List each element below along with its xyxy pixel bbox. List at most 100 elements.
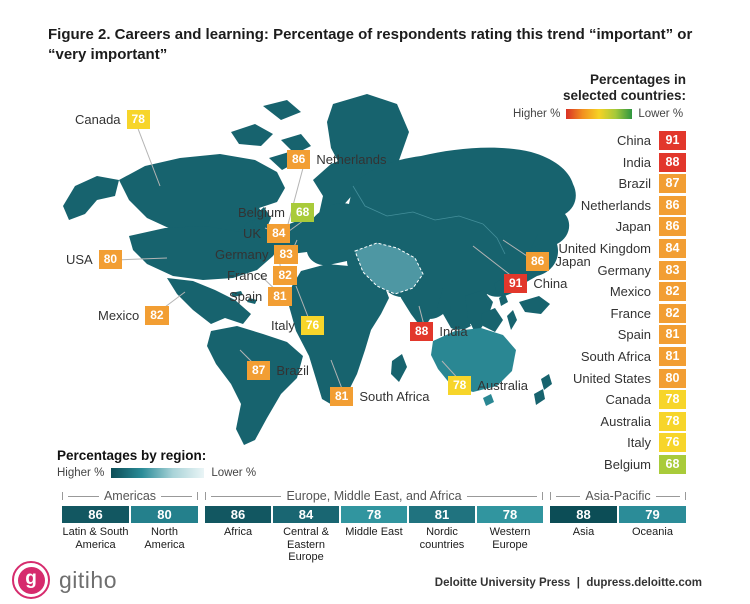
map-country-name: South Africa xyxy=(359,389,430,404)
map-value-badge: 88 xyxy=(410,322,434,341)
map-value-badge: 86 xyxy=(287,150,311,169)
country-row-belgium: Belgium 68 xyxy=(540,454,686,474)
map-country-name: India xyxy=(439,324,468,339)
country-legend-heading-line1: Percentages in xyxy=(589,72,686,87)
map-label-uk: UK 84 xyxy=(243,224,291,243)
map-country-name: Japan xyxy=(555,254,591,269)
region-bar-central-eastern-europe: 84 xyxy=(273,506,339,523)
country-value-badge: 81 xyxy=(659,325,686,345)
map-label-japan: 86 Japan xyxy=(526,252,591,271)
map-country-name: Canada xyxy=(75,112,121,127)
map-country-name: Belgium xyxy=(238,205,285,220)
bracket-tick-left xyxy=(550,492,551,500)
source-attribution: Deloitte University Press | dupress.delo… xyxy=(434,577,702,589)
country-value-badge: 76 xyxy=(659,433,686,453)
bracket-line-right xyxy=(466,495,538,497)
country-name: India xyxy=(622,154,651,170)
map-label-france: France 82 xyxy=(227,266,297,285)
country-name: Australia xyxy=(600,413,651,429)
region-captions: Latin & South America North America xyxy=(62,526,198,551)
map-label-usa: USA 80 xyxy=(66,250,123,269)
bracket-line-right xyxy=(655,495,681,497)
map-value-badge: 78 xyxy=(448,376,472,395)
map-label-china: 91 China xyxy=(504,274,567,293)
bracket-tick-right xyxy=(197,492,198,500)
bracket-line-right xyxy=(161,495,192,497)
country-row-united-kingdom: United Kingdom 84 xyxy=(540,238,686,258)
country-scale-gradient-bar xyxy=(566,109,633,119)
region-bar-western-europe: 78 xyxy=(477,506,543,523)
brand-logo: g gitiho xyxy=(12,561,117,599)
map-country-name: Australia xyxy=(477,378,528,393)
map-country-name: Mexico xyxy=(98,308,140,323)
region-group-label: Asia-Pacific xyxy=(585,489,651,503)
region-scale-higher-label: Higher % xyxy=(57,467,105,479)
country-value-badge: 84 xyxy=(659,238,686,258)
map-value-badge: 84 xyxy=(267,224,291,243)
map-country-name: Germany xyxy=(215,247,269,262)
map-country-name: China xyxy=(533,276,568,291)
country-value-badge: 86 xyxy=(659,217,686,237)
bracket-tick-left xyxy=(205,492,206,500)
country-scale-lower-label: Lower % xyxy=(638,108,684,120)
region-group-label: Europe, Middle East, and Africa xyxy=(286,489,462,503)
region-bars: 86 84 78 81 78 xyxy=(205,506,543,523)
map-value-badge: 87 xyxy=(247,361,271,380)
country-name: Belgium xyxy=(604,456,651,472)
country-row-japan: Japan 86 xyxy=(540,217,686,237)
country-row-spain: Spain 81 xyxy=(540,325,686,345)
page-title: Figure 2. Careers and learning: Percenta… xyxy=(48,26,693,64)
country-row-canada: Canada 78 xyxy=(540,390,686,410)
country-row-south-africa: South Africa 81 xyxy=(540,346,686,366)
country-color-scale: Higher % Lower % xyxy=(513,108,688,120)
country-name: Germany xyxy=(597,262,651,278)
map-label-south-africa: 81 South Africa xyxy=(330,387,429,406)
map-border-hints xyxy=(352,185,506,255)
map-label-india: 88 India xyxy=(410,322,468,341)
country-name: Spain xyxy=(617,327,651,343)
country-value-badge: 87 xyxy=(659,174,686,194)
map-value-badge: 81 xyxy=(330,387,354,406)
country-row-mexico: Mexico 82 xyxy=(540,282,686,302)
map-label-germany: Germany 83 xyxy=(215,245,298,264)
region-bar-north-america: 80 xyxy=(131,506,198,523)
map-value-badge: 91 xyxy=(504,274,528,293)
region-color-scale: Higher % Lower % xyxy=(57,467,256,479)
country-value-badge: 91 xyxy=(659,131,686,150)
region-caption-middle-east: Middle East xyxy=(345,526,403,538)
country-name: Japan xyxy=(615,219,651,235)
map-value-badge: 78 xyxy=(126,110,150,129)
bracket-line-left xyxy=(211,495,282,497)
country-value-badge: 86 xyxy=(659,195,686,215)
source-site: dupress.deloitte.com xyxy=(586,577,702,589)
region-bar-middle-east: 78 xyxy=(341,506,407,523)
region-bar-africa: 86 xyxy=(205,506,271,523)
map-label-italy: Italy 76 xyxy=(271,316,325,335)
region-caption-central-eastern-europe: Central & Eastern Europe xyxy=(283,526,329,564)
country-name: Netherlands xyxy=(580,197,651,213)
region-scale-lower-label: Lower % xyxy=(211,467,257,479)
country-row-united-states: United States 80 xyxy=(540,368,686,388)
map-label-netherlands: 86 Netherlands xyxy=(287,150,386,169)
map-continents xyxy=(63,94,576,445)
region-bar-oceania: 79 xyxy=(619,506,686,523)
country-value-badge: 88 xyxy=(659,152,686,172)
map-label-mexico: Mexico 82 xyxy=(98,306,169,325)
country-legend-heading-line2: selected countries: xyxy=(562,88,686,104)
country-value-badge: 80 xyxy=(659,368,686,388)
country-name: France xyxy=(610,305,651,321)
map-value-badge: 68 xyxy=(290,203,315,222)
region-scale-gradient-bar xyxy=(111,468,205,478)
country-value-badge: 82 xyxy=(659,303,686,323)
region-group-americas: Americas 86 80 Latin & South America North A… xyxy=(62,489,198,551)
region-bracket: Americas xyxy=(62,489,198,503)
map-value-badge: 86 xyxy=(526,252,550,271)
source-publisher: Deloitte University Press xyxy=(434,577,571,589)
country-value-badge: 68 xyxy=(659,454,686,474)
country-name: China xyxy=(617,133,651,148)
region-caption-latin-south-america: Latin & South America xyxy=(62,526,129,551)
region-bars: 88 79 xyxy=(550,506,686,523)
region-bracket: Europe, Middle East, and Africa xyxy=(205,489,544,503)
region-bar-asia: 88 xyxy=(550,506,617,523)
